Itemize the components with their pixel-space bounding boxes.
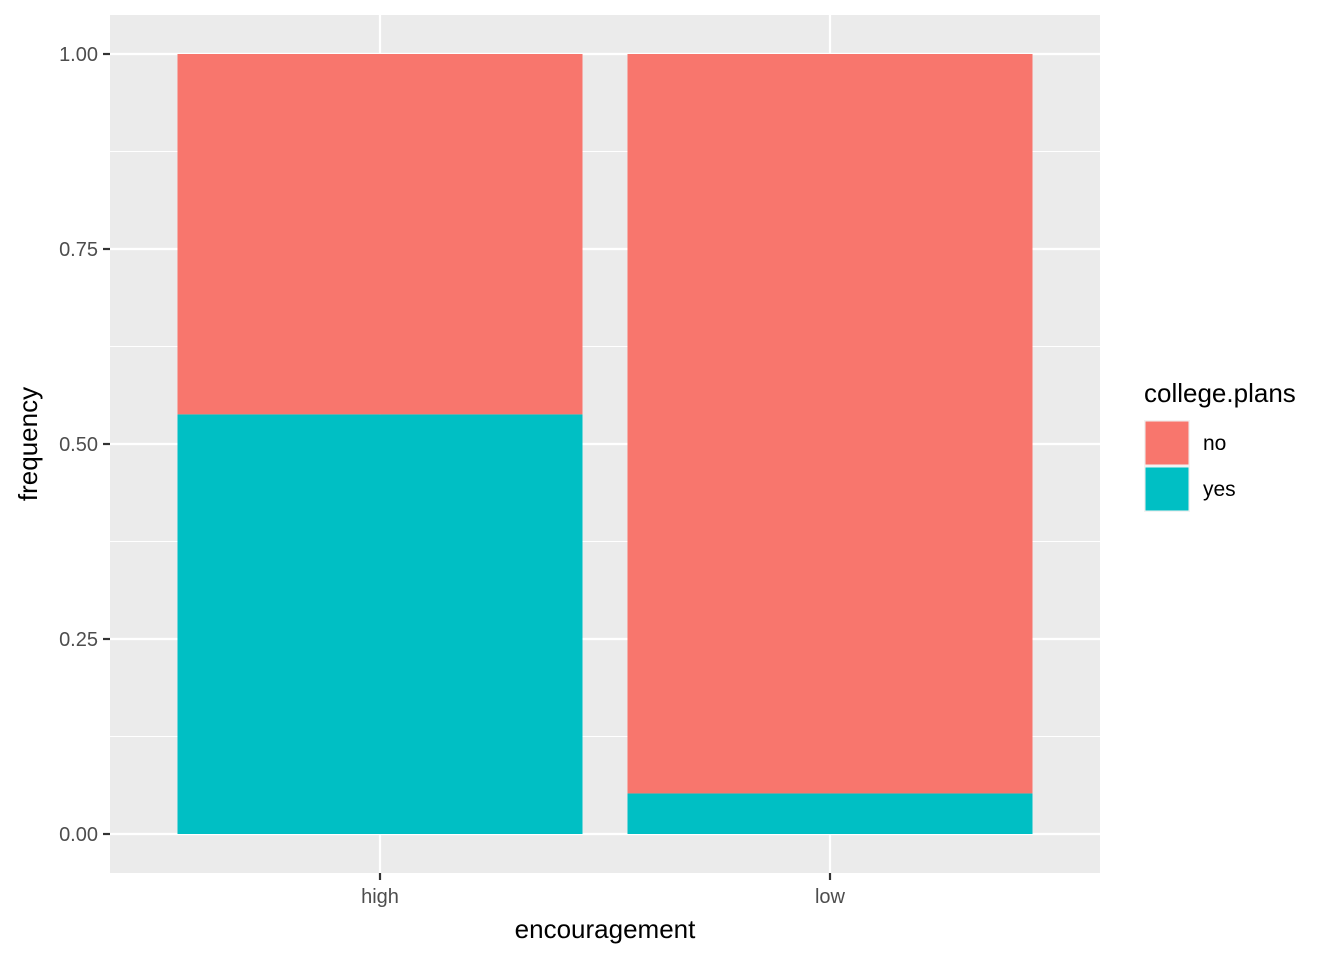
legend-swatch-yes <box>1145 467 1189 511</box>
legend-label-yes: yes <box>1203 478 1236 501</box>
x-tick-label: low <box>815 886 846 908</box>
bar-low-yes <box>627 793 1033 834</box>
y-tick-label: 1.00 <box>59 44 98 66</box>
bar-low-no <box>627 54 1033 794</box>
x-axis-title: encouragement <box>515 914 696 944</box>
x-tick-label: high <box>361 886 399 908</box>
bar-high-yes <box>177 414 583 834</box>
x-axis: high low <box>361 873 846 908</box>
bars <box>177 54 1033 834</box>
legend-swatch-no <box>1145 421 1189 465</box>
legend-label-no: no <box>1203 432 1226 455</box>
y-tick-label: 0.00 <box>59 824 98 846</box>
legend-title: college.plans <box>1144 378 1296 408</box>
bar-high-no <box>177 54 583 415</box>
y-tick-label: 0.50 <box>59 434 98 456</box>
y-tick-label: 0.25 <box>59 629 98 651</box>
y-axis-title: frequency <box>13 387 43 501</box>
y-tick-label: 0.75 <box>59 239 98 261</box>
legend: college.plans no yes <box>1144 378 1296 512</box>
y-axis: 0.00 0.25 0.50 0.75 1.00 <box>59 44 110 846</box>
